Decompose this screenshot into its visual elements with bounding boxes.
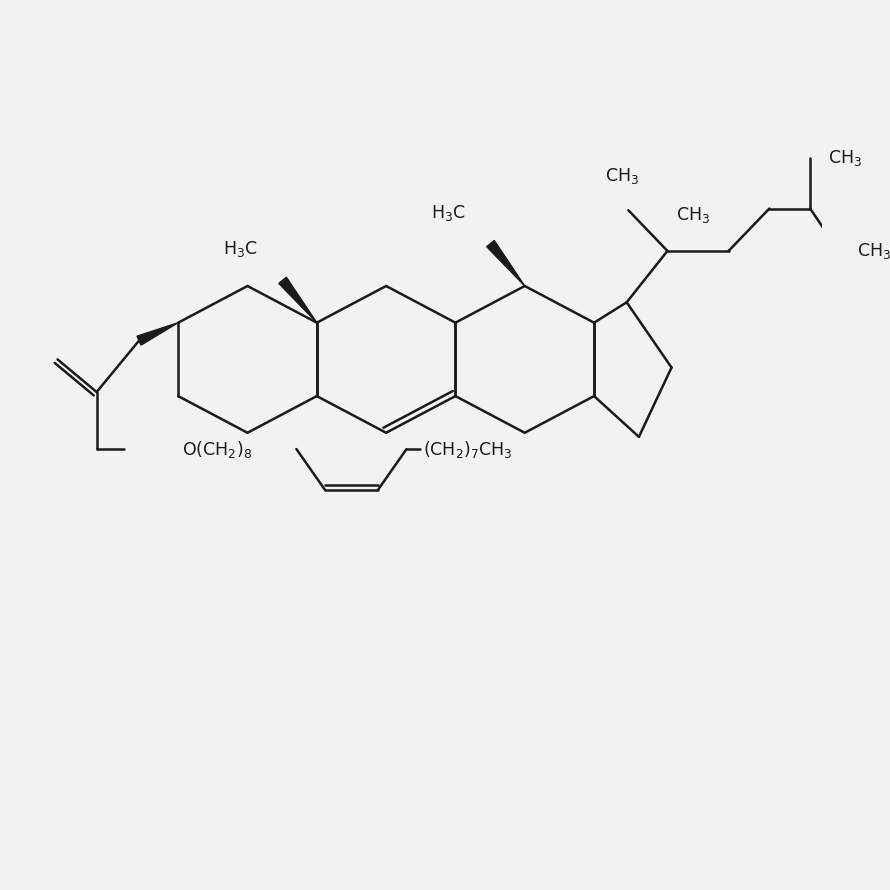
Text: CH$_3$: CH$_3$ xyxy=(604,166,639,186)
Text: O(CH$_2$)$_8$: O(CH$_2$)$_8$ xyxy=(182,439,252,459)
Text: (CH$_2$)$_7$CH$_3$: (CH$_2$)$_7$CH$_3$ xyxy=(423,439,513,459)
Text: CH$_3$: CH$_3$ xyxy=(676,205,709,225)
Polygon shape xyxy=(279,277,317,323)
Text: H$_3$C: H$_3$C xyxy=(431,203,465,222)
Text: H$_3$C: H$_3$C xyxy=(222,239,257,259)
Polygon shape xyxy=(487,240,525,286)
Text: CH$_3$: CH$_3$ xyxy=(828,148,862,168)
Polygon shape xyxy=(137,323,178,345)
Text: CH$_3$: CH$_3$ xyxy=(856,241,890,261)
